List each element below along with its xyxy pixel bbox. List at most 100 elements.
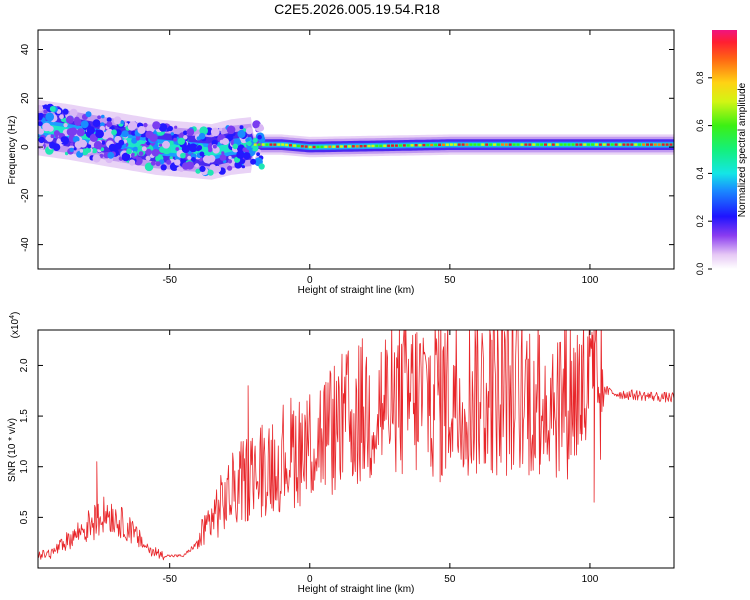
- ridge-cell: [461, 143, 465, 146]
- spectral-cell: [121, 130, 129, 138]
- ridge-cell: [281, 143, 285, 146]
- spectral-cell: [170, 132, 174, 136]
- ridge-cell: [312, 145, 316, 149]
- spectral-cell: [150, 160, 156, 166]
- spectral-cell: [145, 148, 152, 156]
- spectral-cell: [186, 128, 195, 136]
- snr-panel: -50 0 50 100 0.5 1.0 1.5 2.0 Height of straigh…: [7, 312, 675, 595]
- spectral-cell: [103, 132, 107, 136]
- spectrogram-panel: -50 0 50 100 -40 -20 0 20 40 Height of straight…: [7, 29, 675, 296]
- spectral-cell: [106, 117, 112, 123]
- spectral-cell: [228, 136, 233, 141]
- spectral-cell: [194, 163, 200, 168]
- spectral-cell: [129, 159, 136, 166]
- ridge-cell: [355, 145, 359, 148]
- spectral-cell: [226, 125, 236, 135]
- x-tick-label: 0: [307, 574, 313, 585]
- chart-title: C2E5.2026.005.19.54.R18: [274, 1, 440, 17]
- colorbar-tick-label: 0.2: [695, 215, 705, 228]
- spectral-cell: [42, 122, 51, 132]
- spectral-cell: [173, 137, 178, 142]
- ridge-cell: [595, 143, 598, 146]
- ridge-cell: [579, 143, 583, 146]
- spectral-cell: [87, 144, 92, 149]
- ridge-cell: [316, 145, 320, 149]
- spectral-cell: [131, 137, 138, 144]
- spectral-cell: [183, 130, 188, 136]
- ridge-cell: [394, 144, 398, 147]
- ridge-cell: [289, 144, 292, 147]
- ridge-cell: [359, 145, 363, 148]
- ridge-cell: [410, 144, 414, 147]
- spectral-cell: [131, 152, 135, 157]
- spectral-cell: [199, 151, 205, 157]
- colorbar-ticks: 0.0 0.2 0.4 0.6 0.8: [695, 72, 712, 275]
- ridge-cell: [387, 144, 391, 147]
- ridge-cell: [398, 144, 402, 147]
- ridge-cell: [344, 145, 347, 148]
- ridge-cell: [453, 143, 457, 146]
- spectral-cell: [101, 140, 106, 145]
- y-tick-label: -20: [20, 188, 31, 203]
- spectral-cell: [85, 111, 92, 118]
- spectral-cell: [222, 138, 229, 145]
- ridge-cell: [575, 143, 579, 146]
- ridge-cell: [653, 143, 657, 146]
- ridge-cell: [489, 143, 493, 146]
- colorbar-gradient: [712, 30, 737, 269]
- spectral-cell: [258, 163, 265, 170]
- snr-series-line: [38, 330, 674, 561]
- spectral-cell: [214, 128, 220, 134]
- ridge-cell: [285, 143, 289, 147]
- colorbar-tick-label: 0.6: [695, 119, 705, 132]
- ridge-cell: [477, 143, 481, 146]
- ridge-cell: [520, 143, 524, 146]
- ridge-cell: [665, 143, 669, 146]
- ridge-cell: [669, 143, 673, 146]
- spectral-cell: [38, 128, 44, 135]
- spectral-cell: [91, 147, 98, 154]
- spectral-cell: [232, 143, 239, 150]
- ridge-cell: [555, 143, 559, 146]
- spectral-cell: [169, 140, 174, 146]
- ridge-cell: [300, 145, 304, 148]
- snr-scale-base: (x10: [10, 318, 21, 338]
- ridge-cell: [618, 143, 622, 146]
- spectral-cell: [151, 148, 160, 157]
- spectral-cell: [85, 147, 92, 153]
- spectrogram-x-ticks: -50 0 50 100: [162, 30, 599, 286]
- ridge-cell: [367, 144, 371, 148]
- spectral-cell: [50, 134, 55, 138]
- spectrogram-x-label: Height of straight line (km): [298, 285, 415, 296]
- ridge-cell: [253, 143, 257, 146]
- spectral-cell: [64, 151, 69, 156]
- ridge-cell: [551, 143, 555, 146]
- ridge-cell: [442, 143, 445, 146]
- spectral-cell: [108, 143, 117, 152]
- ridge-cell: [563, 143, 567, 146]
- ridge-cell: [383, 144, 387, 147]
- ridge-cell: [434, 143, 438, 147]
- spectral-cell: [101, 114, 105, 119]
- ridge-cell: [512, 143, 516, 146]
- ridge-cell: [481, 143, 485, 146]
- spectral-cell: [219, 127, 223, 131]
- spectral-cell: [107, 151, 115, 159]
- spectral-cell: [86, 126, 95, 135]
- spectral-cell: [199, 165, 206, 172]
- y-tick-label: 40: [20, 44, 31, 56]
- spectral-cell: [188, 143, 198, 153]
- spectral-cell: [183, 135, 188, 140]
- spectral-cell: [257, 134, 262, 140]
- spectral-cell: [180, 158, 184, 162]
- ridge-cell: [328, 145, 332, 148]
- ridge-cell: [371, 144, 375, 148]
- snr-scale-factor: (x104): [9, 312, 21, 339]
- spectral-cell: [143, 122, 148, 128]
- spectral-cell: [202, 155, 211, 164]
- spectral-cell: [60, 136, 68, 143]
- ridge-cell: [414, 144, 418, 147]
- colorbar-label: Normalized spectral amplitude: [737, 82, 748, 217]
- spectral-cell: [74, 116, 80, 123]
- y-tick-label: 1.0: [19, 459, 30, 473]
